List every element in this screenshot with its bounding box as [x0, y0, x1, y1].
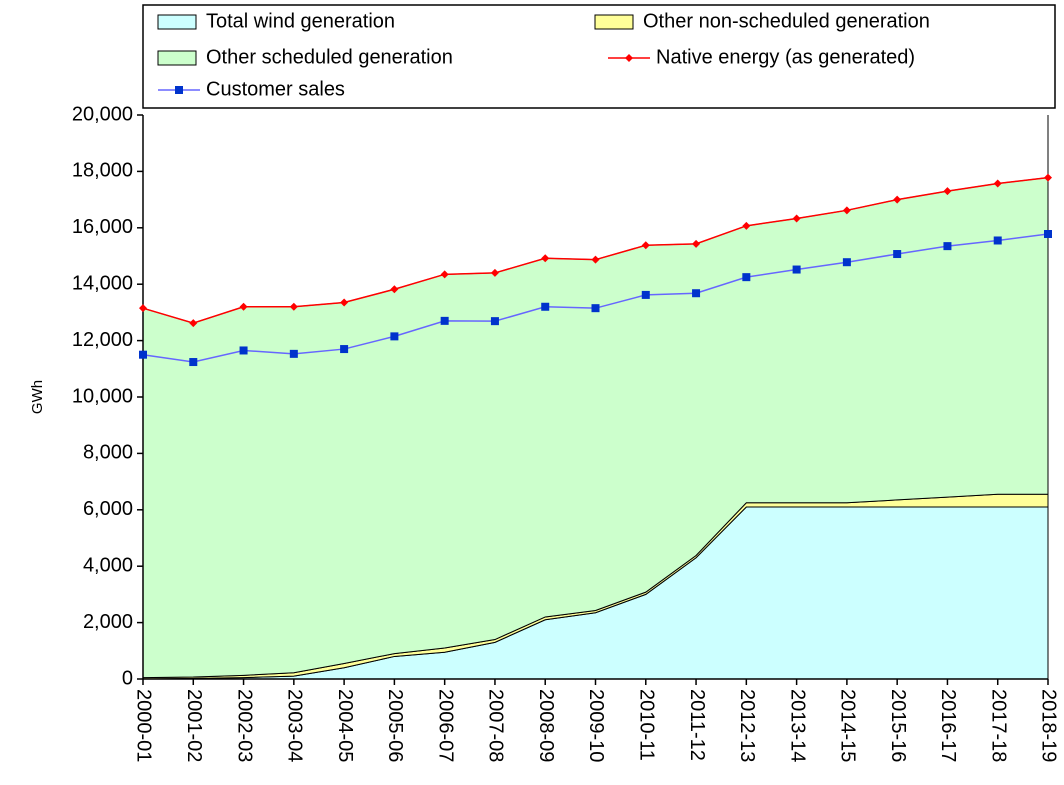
marker: [792, 214, 801, 223]
marker: [239, 346, 248, 355]
marker: [893, 250, 902, 259]
x-tick-label: 2014-15: [837, 689, 859, 762]
y-tick-label: 18,000: [72, 160, 133, 182]
x-tick-label: 2011-12: [686, 689, 708, 761]
y-tick-label: 0: [122, 667, 133, 689]
marker: [742, 221, 751, 230]
marker: [490, 317, 499, 326]
y-axis-label: GWh: [29, 380, 46, 414]
x-tick-label: 2006-07: [434, 689, 456, 762]
y-tick-label: 2,000: [83, 611, 133, 633]
legend-label: Native energy (as generated): [656, 46, 915, 68]
marker: [742, 273, 751, 282]
legend-swatch: [157, 14, 197, 30]
x-tick-label: 2001-02: [183, 689, 205, 762]
marker: [591, 255, 600, 264]
marker: [1044, 173, 1052, 182]
marker: [541, 302, 550, 311]
x-tick-label: 2010-11: [635, 689, 657, 761]
marker: [440, 316, 449, 325]
x-tick-label: 2017-18: [987, 689, 1009, 762]
marker: [993, 179, 1002, 188]
marker: [189, 358, 198, 367]
x-tick-label: 2002-03: [233, 689, 255, 762]
marker: [390, 332, 399, 341]
x-tick-label: 2009-10: [585, 689, 607, 762]
y-tick-label: 6,000: [83, 498, 133, 520]
marker: [641, 290, 650, 299]
legend-marker: [625, 54, 633, 62]
marker: [390, 285, 399, 294]
x-tick-label: 2018-19: [1038, 689, 1060, 762]
marker: [239, 302, 248, 311]
legend-label: Other scheduled generation: [206, 46, 453, 68]
y-tick-label: 20,000: [72, 103, 133, 125]
legend-label: Total wind generation: [206, 10, 395, 32]
marker: [440, 270, 449, 279]
x-tick-label: 2007-08: [485, 689, 507, 762]
x-tick-label: 2008-09: [535, 689, 557, 762]
x-tick-label: 2016-17: [937, 689, 959, 762]
marker: [692, 289, 701, 298]
legend-swatch: [594, 14, 634, 30]
y-tick-label: 14,000: [72, 272, 133, 294]
marker: [842, 206, 851, 215]
x-tick-label: 2013-14: [786, 689, 808, 762]
x-tick-label: 2000-01: [133, 689, 155, 762]
legend-label: Customer sales: [206, 78, 345, 100]
y-tick-label: 8,000: [83, 442, 133, 464]
y-tick-label: 4,000: [83, 554, 133, 576]
marker: [189, 319, 198, 328]
x-tick-label: 2003-04: [284, 689, 306, 762]
x-tick-label: 2012-13: [736, 689, 758, 762]
marker: [692, 239, 701, 248]
marker: [139, 304, 147, 313]
marker: [792, 265, 801, 274]
marker: [340, 345, 349, 354]
marker: [490, 268, 499, 277]
marker: [289, 349, 298, 358]
marker: [289, 302, 298, 311]
y-tick-label: 10,000: [72, 385, 133, 407]
legend-marker: [175, 86, 183, 94]
marker: [842, 258, 851, 267]
legend-label: Other non-scheduled generation: [643, 10, 930, 32]
marker: [893, 195, 902, 204]
x-tick-label: 2005-06: [384, 689, 406, 762]
marker: [340, 298, 349, 307]
marker: [993, 236, 1002, 245]
x-tick-label: 2015-16: [887, 689, 909, 762]
x-tick-label: 2004-05: [334, 689, 356, 762]
marker: [943, 187, 952, 196]
marker: [943, 242, 952, 251]
marker: [1044, 230, 1052, 239]
y-tick-label: 12,000: [72, 329, 133, 351]
legend-swatch: [157, 50, 197, 66]
marker: [139, 350, 147, 359]
marker: [591, 304, 600, 313]
marker: [641, 241, 650, 250]
y-tick-label: 16,000: [72, 216, 133, 238]
marker: [541, 254, 550, 263]
